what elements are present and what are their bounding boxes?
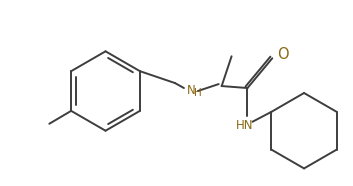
Text: H: H xyxy=(194,88,202,98)
Text: O: O xyxy=(277,47,289,62)
Text: HN: HN xyxy=(236,119,253,132)
Text: N: N xyxy=(186,84,195,97)
